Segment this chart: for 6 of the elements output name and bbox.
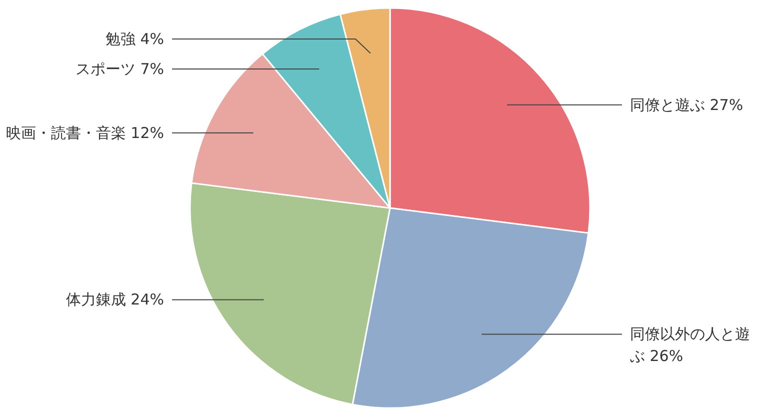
slice-label: 映画・読書・音楽 12% <box>6 124 164 142</box>
slice-label: 体力錬成 24% <box>66 290 164 309</box>
slice-label: 勉強 4% <box>105 30 164 48</box>
slice-label: 同僚以外の人と遊ぶ 26% <box>630 325 750 366</box>
slice-label: スポーツ 7% <box>75 60 164 78</box>
slice-label: 同僚と遊ぶ 27% <box>630 96 744 114</box>
